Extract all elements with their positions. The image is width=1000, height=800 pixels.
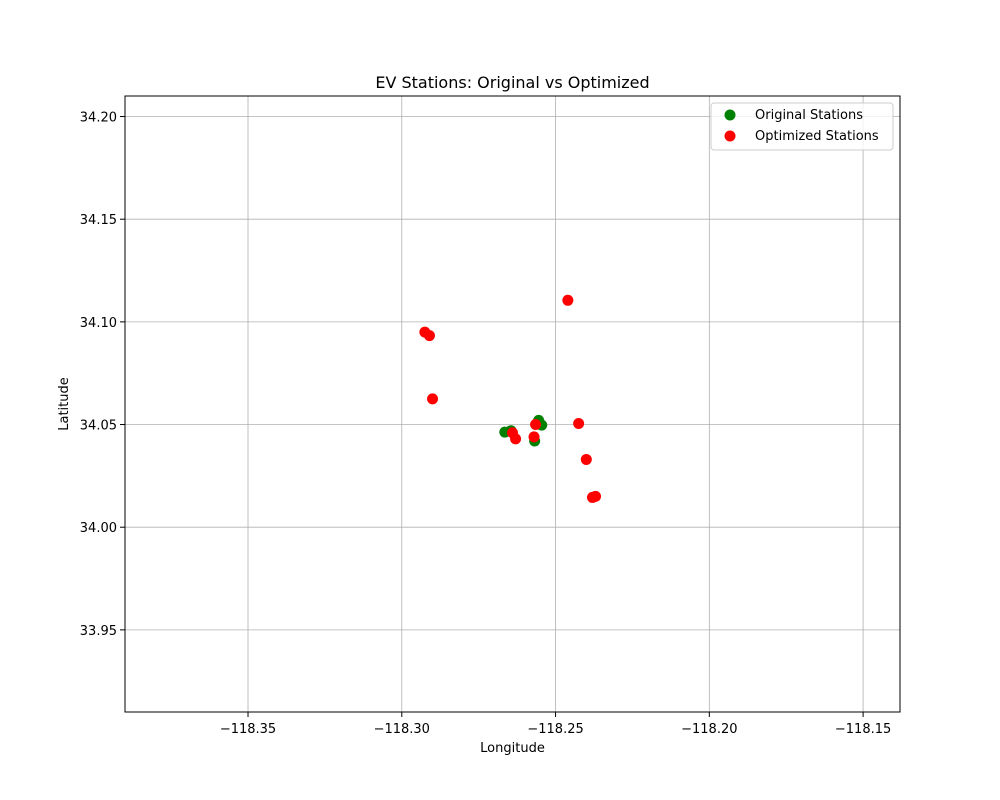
legend-box — [710, 102, 894, 151]
legend-marker-original — [724, 109, 736, 121]
y-tick-label: 34.00 — [80, 521, 117, 536]
points-layer — [419, 294, 602, 503]
y-tick-label: 34.10 — [80, 316, 117, 331]
optimized-station-point — [580, 453, 592, 465]
legend-label-original: Original Stations — [755, 108, 863, 123]
y-tick-label: 34.05 — [80, 419, 117, 434]
optimized-station-point — [590, 490, 602, 502]
legend-label-optimized: Optimized Stations — [755, 129, 879, 144]
x-tick-label: −118.20 — [681, 722, 737, 737]
series-original-stations — [499, 414, 548, 447]
x-axis-label: Longitude — [480, 741, 545, 756]
x-tick-label: −118.35 — [220, 722, 276, 737]
optimized-station-point — [573, 418, 585, 430]
chart-title: EV Stations: Original vs Optimized — [375, 73, 649, 92]
optimized-station-point — [510, 433, 522, 445]
legend: Original Stations Optimized Stations — [710, 102, 894, 151]
x-tick-label: −118.30 — [374, 722, 430, 737]
y-tick-label: 34.20 — [80, 111, 117, 126]
plot-area-frame — [124, 95, 901, 713]
optimized-station-point — [530, 419, 542, 431]
optimized-station-point — [528, 431, 540, 443]
y-tick-label: 33.95 — [80, 624, 117, 639]
x-tick-label: −118.25 — [527, 722, 583, 737]
series-optimized-stations — [419, 294, 602, 503]
legend-marker-optimized — [724, 130, 736, 142]
x-tick-label: −118.15 — [835, 722, 891, 737]
optimized-station-point — [423, 330, 435, 342]
optimized-station-point — [427, 393, 439, 405]
grid-layer — [125, 96, 900, 712]
tick-layer: −118.35 −118.30 −118.25 −118.20 −118.15 33.95… — [80, 111, 892, 737]
y-axis-label: Latitude — [57, 377, 72, 431]
optimized-station-point — [562, 294, 574, 306]
y-tick-label: 34.15 — [80, 213, 117, 228]
